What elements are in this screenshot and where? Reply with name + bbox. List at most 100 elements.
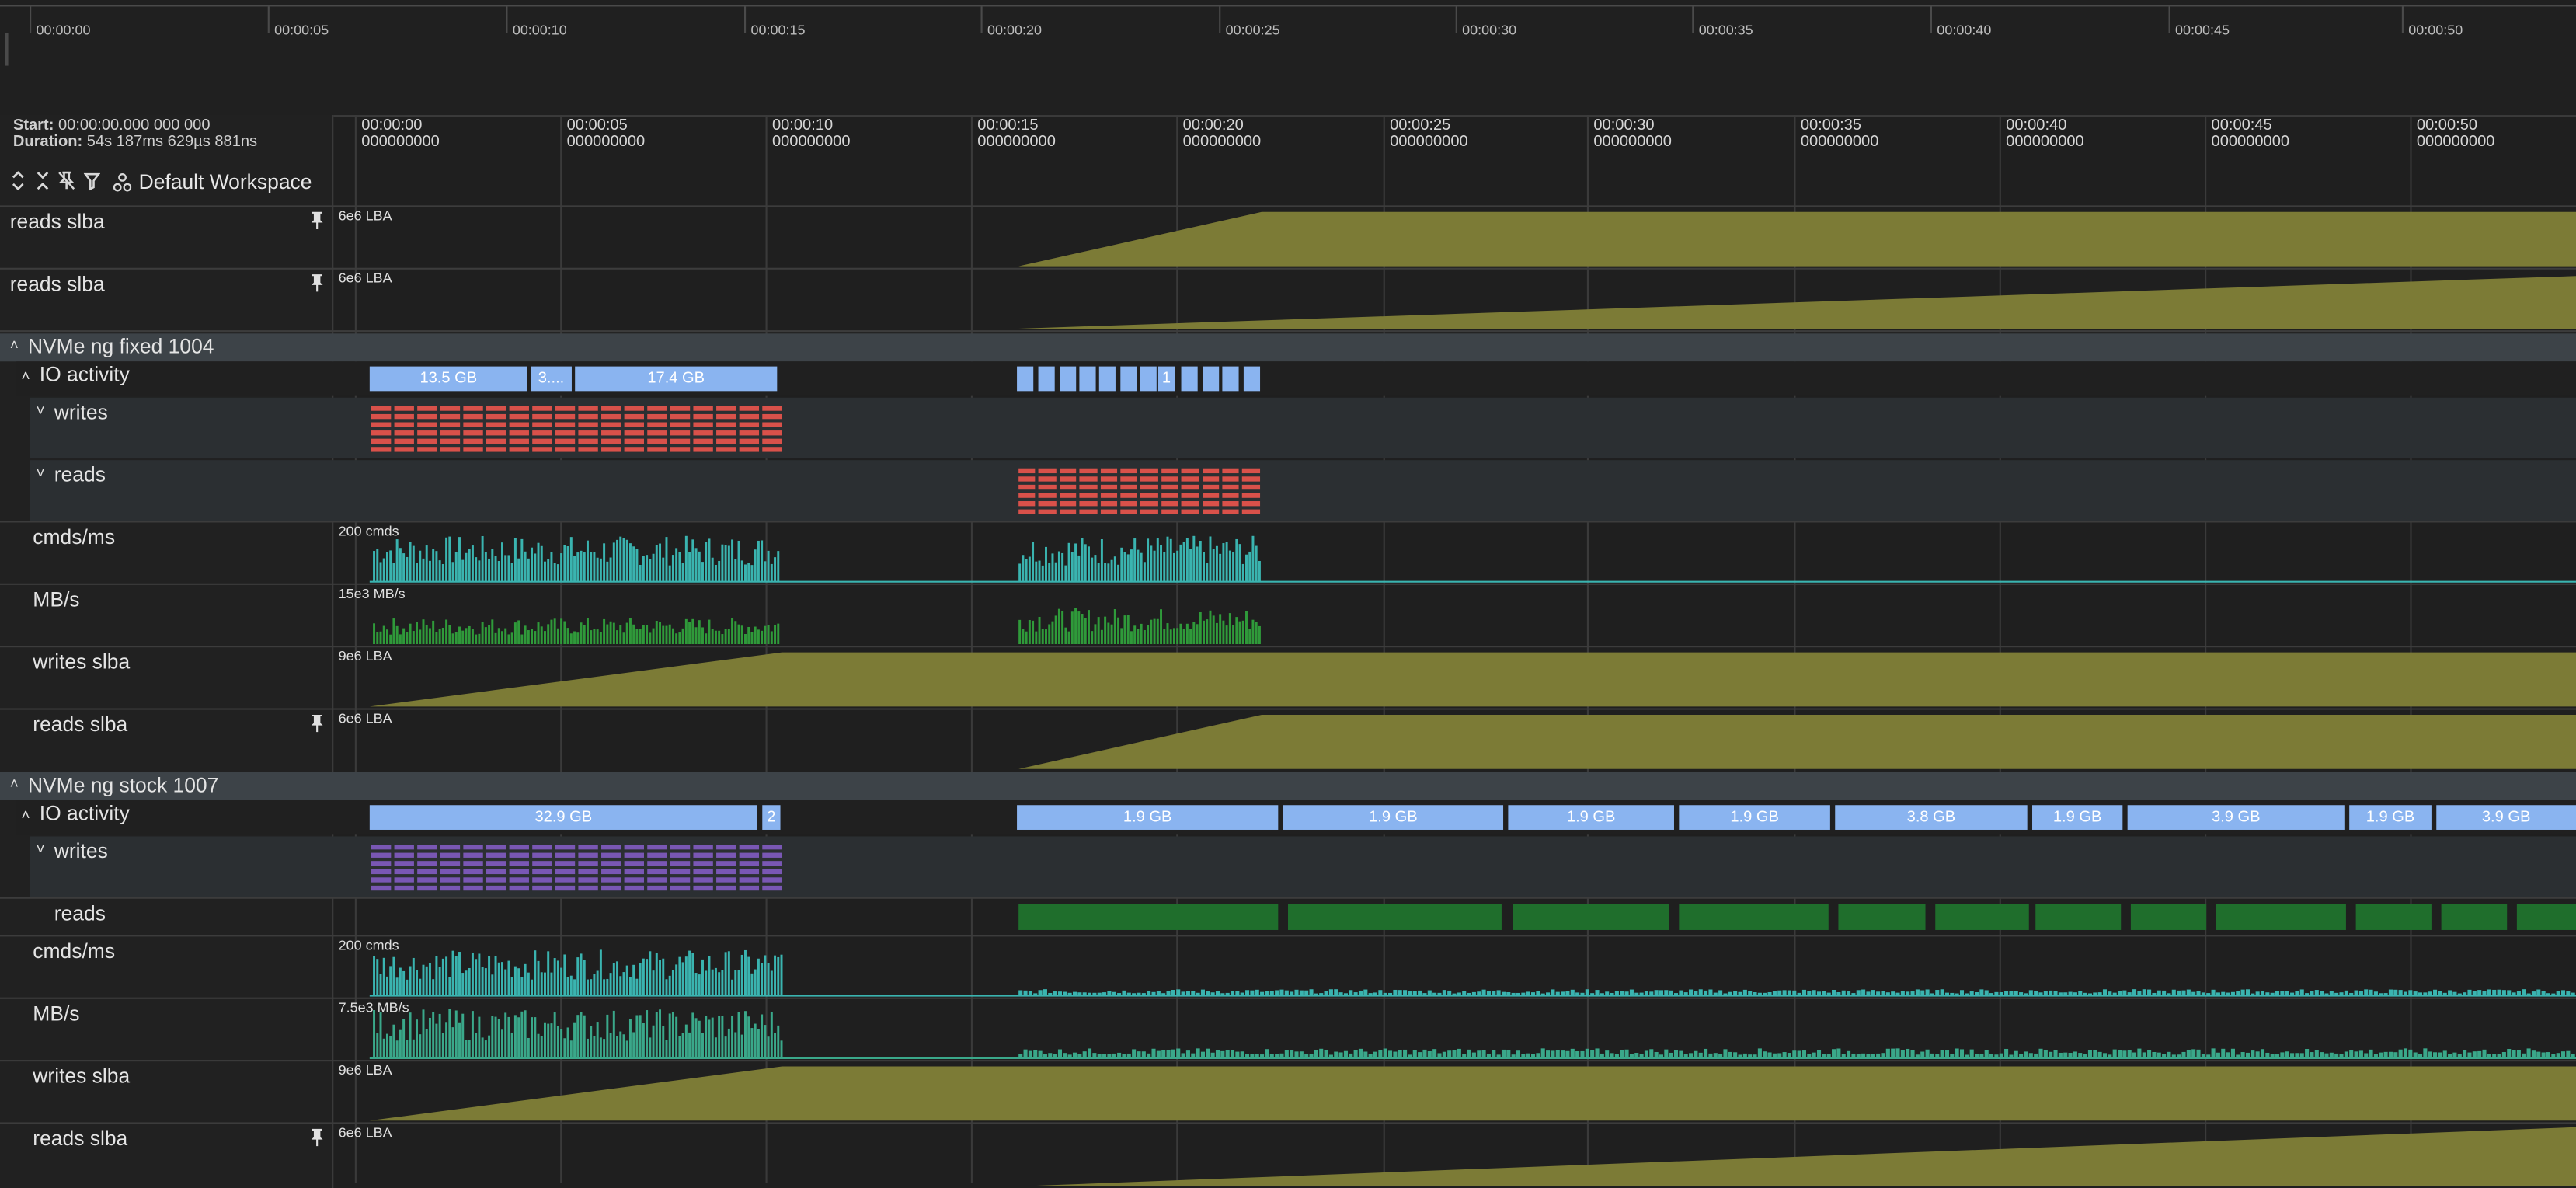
write-slice[interactable]: [670, 877, 691, 883]
write-slice[interactable]: [440, 438, 461, 444]
read-slice[interactable]: [1288, 904, 1502, 930]
write-slice[interactable]: [716, 885, 736, 891]
read-slice[interactable]: [2355, 904, 2432, 930]
write-slice[interactable]: [509, 869, 529, 875]
write-slice[interactable]: [739, 438, 760, 444]
write-slice[interactable]: [601, 852, 621, 858]
read-slice[interactable]: [1222, 476, 1240, 482]
filter-icon[interactable]: [83, 169, 101, 191]
write-slice[interactable]: [532, 869, 552, 875]
write-slice[interactable]: [670, 413, 691, 420]
write-slice[interactable]: [417, 861, 437, 866]
write-slice[interactable]: [394, 438, 414, 444]
write-slice[interactable]: [647, 885, 667, 891]
write-slice[interactable]: [463, 413, 483, 420]
read-slice[interactable]: [1140, 484, 1158, 490]
write-slice[interactable]: [532, 885, 552, 891]
write-slice[interactable]: [601, 430, 621, 436]
read-slice[interactable]: [1079, 493, 1097, 498]
write-slice[interactable]: [555, 885, 576, 891]
write-slice[interactable]: [693, 877, 713, 883]
write-slice[interactable]: [463, 861, 483, 866]
write-slice[interactable]: [555, 406, 576, 411]
write-slice[interactable]: [739, 877, 760, 883]
write-slice[interactable]: [601, 422, 621, 427]
write-slice[interactable]: [509, 438, 529, 444]
write-slice[interactable]: [486, 877, 506, 883]
write-slice[interactable]: [624, 422, 645, 427]
read-slice[interactable]: [1838, 904, 1926, 930]
read-slice[interactable]: [1120, 476, 1138, 482]
read-slice[interactable]: [1161, 509, 1178, 514]
read-slice[interactable]: [1059, 476, 1077, 482]
write-slice[interactable]: [555, 845, 576, 850]
write-slice[interactable]: [739, 852, 760, 858]
read-slice[interactable]: [1222, 484, 1240, 490]
write-slice[interactable]: [670, 447, 691, 452]
read-slice[interactable]: [1181, 468, 1199, 474]
write-slice[interactable]: [440, 885, 461, 891]
read-slice[interactable]: [1018, 509, 1036, 514]
write-slice[interactable]: [716, 869, 736, 875]
io-slice[interactable]: 1.9 GB: [1017, 805, 1279, 830]
write-slice[interactable]: [463, 877, 483, 883]
write-slice[interactable]: [371, 885, 392, 891]
write-slice[interactable]: [693, 861, 713, 866]
write-slice[interactable]: [670, 852, 691, 858]
write-slice[interactable]: [716, 877, 736, 883]
write-slice[interactable]: [440, 869, 461, 875]
write-slice[interactable]: [647, 438, 667, 444]
write-slice[interactable]: [762, 845, 782, 850]
collapse-all-icon[interactable]: [34, 169, 50, 190]
write-slice[interactable]: [693, 852, 713, 858]
write-slice[interactable]: [440, 845, 461, 850]
write-slice[interactable]: [716, 861, 736, 866]
read-slice[interactable]: [1079, 468, 1097, 474]
read-slice[interactable]: [1202, 468, 1220, 474]
write-slice[interactable]: [463, 438, 483, 444]
read-slice[interactable]: [1679, 904, 1829, 930]
write-slice[interactable]: [509, 885, 529, 891]
read-slice[interactable]: [1018, 484, 1036, 490]
write-slice[interactable]: [394, 406, 414, 411]
write-slice[interactable]: [624, 413, 645, 420]
write-slice[interactable]: [624, 430, 645, 436]
write-slice[interactable]: [647, 852, 667, 858]
cmds-track-label[interactable]: cmds/ms: [33, 939, 116, 963]
mbs-track-label[interactable]: MB/s: [33, 1002, 80, 1026]
read-slice[interactable]: [1100, 468, 1118, 474]
write-slice[interactable]: [739, 447, 760, 452]
io-slice[interactable]: [1017, 366, 1034, 392]
write-slice[interactable]: [417, 447, 437, 452]
read-slice[interactable]: [1079, 484, 1097, 490]
write-slice[interactable]: [624, 852, 645, 858]
read-slice[interactable]: [2130, 904, 2207, 930]
io-slice[interactable]: 3....: [531, 366, 572, 392]
io-slice[interactable]: [1203, 366, 1220, 392]
write-slice[interactable]: [624, 869, 645, 875]
write-slice[interactable]: [601, 413, 621, 420]
io-slice[interactable]: 3.8 GB: [1835, 805, 2028, 830]
write-slice[interactable]: [670, 869, 691, 875]
read-slice[interactable]: [1222, 493, 1240, 498]
write-slice[interactable]: [394, 869, 414, 875]
read-slice[interactable]: [1100, 484, 1118, 490]
write-slice[interactable]: [716, 845, 736, 850]
pinned-track-label[interactable]: reads slba: [9, 210, 105, 234]
reads-track-label[interactable]: reads: [54, 463, 106, 486]
write-slice[interactable]: [555, 861, 576, 866]
write-slice[interactable]: [555, 422, 576, 427]
write-slice[interactable]: [601, 406, 621, 411]
chevron-up-icon[interactable]: ˄: [21, 807, 30, 824]
read-slice[interactable]: [1222, 509, 1240, 514]
io-slice[interactable]: 2: [762, 805, 781, 830]
read-slice[interactable]: [1018, 501, 1036, 507]
read-slice[interactable]: [2216, 904, 2346, 930]
io-slice[interactable]: 32.9 GB: [369, 805, 757, 830]
write-slice[interactable]: [762, 869, 782, 875]
write-slice[interactable]: [486, 447, 506, 452]
write-slice[interactable]: [417, 852, 437, 858]
write-slice[interactable]: [762, 861, 782, 866]
write-slice[interactable]: [578, 845, 598, 850]
write-slice[interactable]: [693, 447, 713, 452]
